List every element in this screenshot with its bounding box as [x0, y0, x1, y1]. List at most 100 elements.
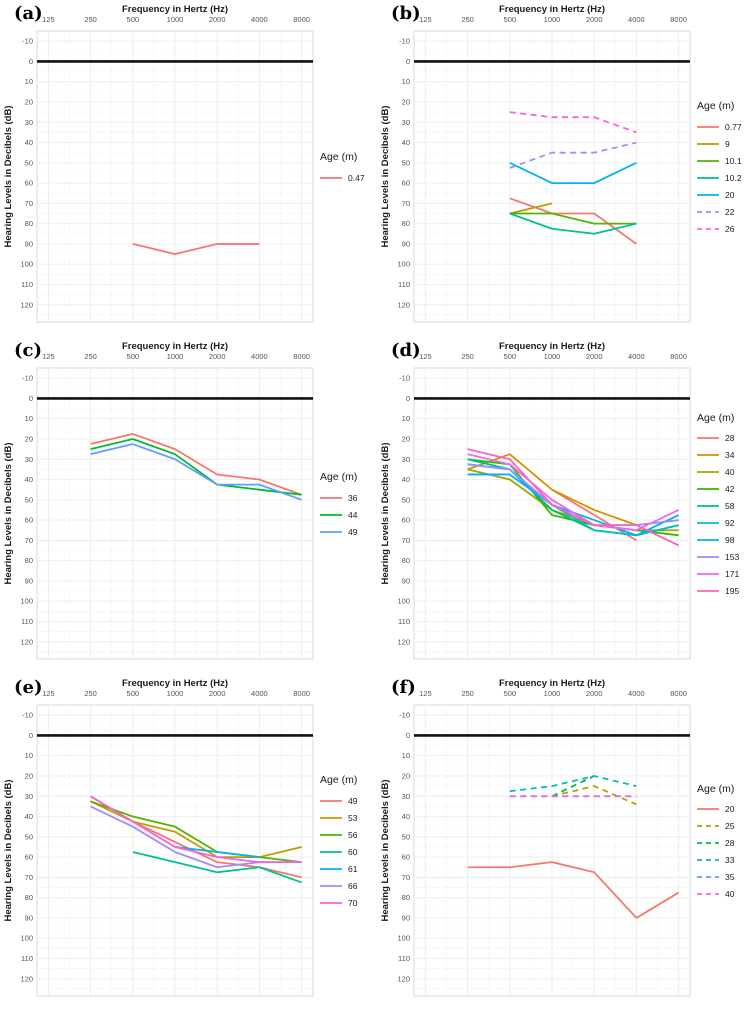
legend-entry: 25 — [697, 818, 734, 835]
y-axis-title: Hearing Levels in Decibels (dB) — [380, 779, 391, 921]
y-tick-label: 110 — [21, 617, 33, 626]
y-tick-label: 20 — [402, 97, 410, 106]
legend-entry-label: 195 — [725, 586, 740, 596]
y-tick-label: 120 — [397, 300, 410, 309]
series-line-age-60 — [132, 851, 302, 884]
legend-line-swatch — [697, 505, 719, 507]
y-tick-label: 100 — [20, 934, 33, 943]
x-tick-label: 250 — [84, 352, 97, 361]
series-line-age-10.1 — [509, 212, 637, 225]
x-tick-label: 2000 — [209, 352, 226, 361]
y-tick-label: 10 — [25, 414, 33, 423]
y-tick-label: 50 — [25, 832, 33, 841]
audiogram-plot: Frequency in Hertz (Hz)125 250 500 1000 2000… — [380, 678, 691, 997]
legend-line-swatch — [697, 859, 719, 861]
x-tick-label: 500 — [127, 15, 140, 24]
x-tick-label: 4000 — [251, 15, 268, 24]
series-line-age-28 — [551, 488, 637, 542]
legend-entry: 20 — [697, 186, 734, 203]
x-tick-label: 4000 — [251, 352, 268, 361]
legend-entry-label: 61 — [348, 863, 358, 874]
x-tick-label: 500 — [127, 689, 140, 698]
legend-line-swatch — [697, 471, 719, 473]
x-tick-label: 8000 — [293, 689, 310, 698]
x-axis-title: Frequency in Hertz (Hz) — [499, 678, 605, 689]
y-tick-label: 30 — [25, 792, 33, 801]
legend-title: Age (m) — [697, 782, 735, 795]
legend-entry: 42 — [697, 481, 734, 498]
legend: Age (m) 20 25 28 33 35 40 — [697, 674, 754, 1011]
legend-entry: 171 — [697, 566, 739, 583]
legend-title: Age (m) — [697, 411, 735, 424]
legend-line-swatch — [320, 530, 342, 533]
x-tick-label: 2000 — [209, 689, 226, 698]
x-tick-label: 1000 — [544, 15, 561, 24]
y-tick-label: 0 — [406, 57, 410, 66]
legend-line-swatch — [697, 590, 719, 592]
audiogram-panel-c: (c) Frequency in Hertz (Hz) 125 250 500 1000 2… — [0, 337, 377, 674]
legend-entry: 60 — [320, 843, 357, 860]
legend-entry: 22 — [697, 203, 734, 220]
legend-entry-label: 44 — [348, 509, 358, 520]
y-tick-label: 50 — [402, 832, 410, 841]
x-tick-label: 8000 — [670, 352, 687, 361]
x-tick-label: 250 — [461, 689, 474, 698]
legend-entry: 53 — [320, 809, 357, 826]
legend-entry: 28 — [697, 835, 734, 852]
series-line-age-44 — [90, 438, 302, 496]
legend-entry-label: 22 — [725, 206, 735, 217]
y-tick-label: 110 — [21, 280, 33, 289]
x-tick-label: 4000 — [251, 689, 268, 698]
y-tick-label: 80 — [402, 556, 410, 565]
legend-entry-label: 0.77 — [725, 121, 742, 132]
legend-line-swatch — [697, 125, 719, 128]
y-tick-label: -10 — [22, 37, 33, 46]
panel-label: (f) — [391, 677, 416, 698]
y-tick-label: 110 — [398, 280, 410, 289]
legend-entry-label: 34 — [725, 450, 735, 460]
x-axis-title: Frequency in Hertz (Hz) — [122, 678, 228, 689]
y-tick-label: -10 — [22, 711, 33, 720]
y-tick-label: 50 — [25, 495, 33, 504]
x-tick-label: 2000 — [586, 689, 603, 698]
y-tick-label: 30 — [402, 118, 410, 127]
x-tick-label: 8000 — [293, 352, 310, 361]
y-tick-label: 40 — [402, 812, 410, 821]
legend-entry-label: 49 — [348, 526, 358, 537]
legend: Age (m) 0.77 9 10.1 10.2 20 22 26 — [697, 0, 754, 337]
legend-entry: 34 — [697, 447, 734, 464]
audiogram-plot: Frequency in Hertz (Hz)125 250 500 1000 2000… — [380, 4, 691, 323]
y-tick-label: 60 — [402, 179, 410, 188]
y-axis-title: Hearing Levels in Decibels (dB) — [3, 779, 14, 921]
legend-entry-label: 70 — [348, 897, 358, 908]
legend-line-swatch — [697, 825, 719, 827]
series-line-age-28 — [551, 775, 595, 798]
series-line-age-56 — [90, 800, 302, 864]
legend-line-swatch — [697, 227, 719, 230]
series-line-age-70 — [90, 795, 302, 864]
legend-entry: 44 — [320, 506, 357, 523]
legend-title: Age (m) — [697, 100, 735, 112]
series-line-age-20 — [467, 861, 680, 919]
series-line-age-61 — [174, 846, 260, 858]
x-axis-title: Frequency in Hertz (Hz) — [499, 341, 605, 352]
legend-entry: 195 — [697, 583, 739, 600]
x-tick-label: 8000 — [670, 689, 687, 698]
x-tick-label: 4000 — [628, 15, 645, 24]
y-tick-label: 70 — [402, 199, 410, 208]
legend-entry: 10.2 — [697, 169, 742, 186]
legend-line-swatch — [697, 842, 719, 844]
legend-entry-label: 40 — [725, 889, 735, 899]
y-tick-label: 60 — [402, 853, 410, 862]
y-tick-label: -10 — [399, 37, 410, 46]
y-tick-label: 70 — [25, 536, 33, 545]
legend-entry: 0.77 — [697, 118, 742, 135]
legend-entry: 40 — [697, 464, 734, 481]
legend-line-swatch — [697, 159, 719, 162]
x-axis-title: Frequency in Hertz (Hz) — [122, 4, 228, 15]
y-tick-label: -10 — [399, 374, 410, 383]
y-tick-label: 20 — [25, 771, 33, 780]
legend: Age (m) 28 34 40 42 58 92 98 153 171 195 — [697, 337, 754, 674]
y-tick-label: 100 — [20, 260, 33, 269]
legend-entry: 61 — [320, 860, 357, 877]
